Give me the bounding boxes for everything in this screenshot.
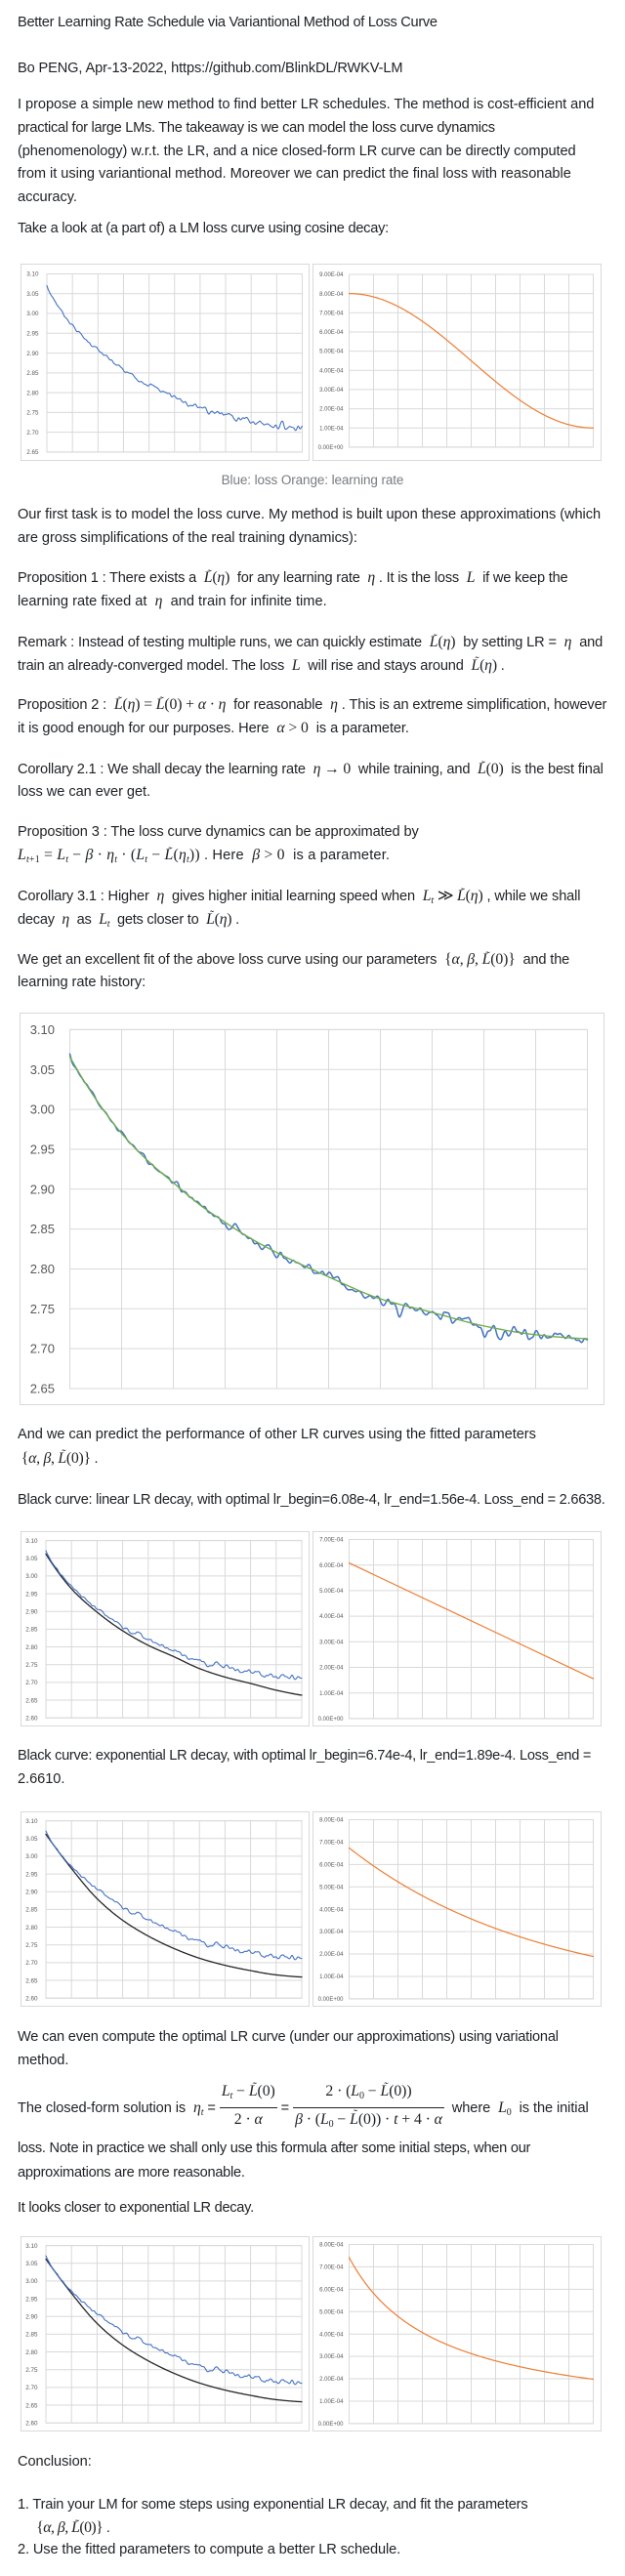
svg-text:2.85: 2.85 [30, 1222, 55, 1236]
svg-text:2.90: 2.90 [25, 2313, 38, 2320]
svg-text:2.75: 2.75 [25, 1662, 38, 1669]
svg-text:0.00E+00: 0.00E+00 [318, 1717, 345, 1723]
svg-text:4.00E-04: 4.00E-04 [319, 368, 344, 374]
svg-text:2.65: 2.65 [25, 1697, 38, 1704]
svg-text:7.00E-04: 7.00E-04 [319, 1841, 344, 1847]
svg-text:2.95: 2.95 [30, 1142, 55, 1156]
svg-text:2.90: 2.90 [26, 351, 39, 357]
svg-text:2.90: 2.90 [25, 1889, 38, 1895]
svg-text:3.05: 3.05 [25, 2261, 38, 2267]
svg-text:7.00E-04: 7.00E-04 [319, 1538, 344, 1544]
svg-text:1.00E-04: 1.00E-04 [319, 2399, 344, 2405]
svg-text:2.60: 2.60 [25, 1995, 38, 2002]
svg-text:2.95: 2.95 [25, 1871, 38, 1878]
svg-text:6.00E-04: 6.00E-04 [319, 2287, 344, 2293]
svg-text:5.00E-04: 5.00E-04 [319, 1589, 344, 1595]
svg-text:2.90: 2.90 [30, 1182, 55, 1196]
svg-text:5.00E-04: 5.00E-04 [319, 1885, 344, 1890]
svg-text:3.05: 3.05 [30, 1062, 55, 1077]
svg-text:3.10: 3.10 [30, 1022, 55, 1037]
svg-text:8.00E-04: 8.00E-04 [319, 292, 344, 298]
svg-text:2.80: 2.80 [25, 2349, 38, 2356]
svg-text:7.00E-04: 7.00E-04 [319, 2265, 344, 2271]
svg-text:3.05: 3.05 [25, 1556, 38, 1562]
svg-text:3.00E-04: 3.00E-04 [319, 1930, 344, 1935]
svg-text:2.00E-04: 2.00E-04 [319, 1666, 344, 1672]
svg-text:2.95: 2.95 [25, 1591, 38, 1598]
svg-text:1.00E-04: 1.00E-04 [319, 426, 344, 432]
svg-text:2.60: 2.60 [25, 1715, 38, 1722]
svg-text:6.00E-04: 6.00E-04 [319, 330, 344, 336]
svg-text:1.00E-04: 1.00E-04 [319, 1691, 344, 1697]
svg-text:2.80: 2.80 [25, 1925, 38, 1932]
svg-text:2.60: 2.60 [25, 2420, 38, 2427]
svg-text:3.10: 3.10 [25, 1818, 38, 1825]
svg-text:0.00E+00: 0.00E+00 [318, 2422, 345, 2428]
svg-text:2.80: 2.80 [25, 1644, 38, 1651]
svg-text:2.95: 2.95 [26, 331, 39, 338]
svg-text:2.80: 2.80 [30, 1262, 55, 1276]
svg-text:3.10: 3.10 [25, 1538, 38, 1545]
svg-text:4.00E-04: 4.00E-04 [319, 2332, 344, 2338]
svg-text:3.00E-04: 3.00E-04 [319, 388, 344, 394]
svg-text:2.85: 2.85 [25, 1627, 38, 1634]
svg-text:2.00E-04: 2.00E-04 [319, 1952, 344, 1958]
svg-text:4.00E-04: 4.00E-04 [319, 1614, 344, 1620]
svg-text:3.00E-04: 3.00E-04 [319, 1640, 344, 1645]
svg-text:6.00E-04: 6.00E-04 [319, 1563, 344, 1569]
svg-text:2.65: 2.65 [25, 1977, 38, 1984]
svg-text:2.65: 2.65 [26, 449, 39, 456]
svg-text:7.00E-04: 7.00E-04 [319, 311, 344, 316]
svg-text:3.05: 3.05 [26, 291, 39, 298]
svg-text:2.90: 2.90 [25, 1608, 38, 1615]
svg-text:3.00: 3.00 [26, 311, 39, 317]
svg-text:8.00E-04: 8.00E-04 [319, 2243, 344, 2249]
svg-text:2.75: 2.75 [25, 2367, 38, 2374]
svg-text:2.85: 2.85 [25, 1907, 38, 1914]
svg-text:5.00E-04: 5.00E-04 [319, 350, 344, 355]
svg-text:3.00: 3.00 [25, 1573, 38, 1580]
svg-text:2.85: 2.85 [25, 2332, 38, 2339]
svg-text:2.70: 2.70 [25, 1680, 38, 1686]
svg-text:3.00: 3.00 [25, 2278, 38, 2285]
svg-text:4.00E-04: 4.00E-04 [319, 1907, 344, 1913]
svg-text:0.00E+00: 0.00E+00 [318, 445, 345, 451]
svg-text:3.05: 3.05 [25, 1836, 38, 1843]
svg-text:2.75: 2.75 [26, 410, 39, 417]
svg-text:2.70: 2.70 [25, 2385, 38, 2391]
svg-text:2.70: 2.70 [26, 430, 39, 436]
svg-text:3.10: 3.10 [25, 2243, 38, 2250]
svg-text:2.65: 2.65 [30, 1382, 55, 1396]
svg-text:9.00E-04: 9.00E-04 [319, 272, 344, 278]
svg-text:2.80: 2.80 [26, 390, 39, 396]
svg-text:2.70: 2.70 [30, 1342, 55, 1356]
svg-text:2.00E-04: 2.00E-04 [319, 2377, 344, 2383]
svg-text:3.00: 3.00 [25, 1853, 38, 1860]
svg-text:2.85: 2.85 [26, 370, 39, 377]
svg-text:3.00E-04: 3.00E-04 [319, 2354, 344, 2360]
svg-text:3.00: 3.00 [30, 1102, 55, 1117]
svg-text:8.00E-04: 8.00E-04 [319, 1818, 344, 1824]
svg-text:3.10: 3.10 [26, 271, 39, 278]
svg-text:1.00E-04: 1.00E-04 [319, 1974, 344, 1980]
svg-text:2.75: 2.75 [30, 1302, 55, 1316]
svg-text:2.70: 2.70 [25, 1960, 38, 1967]
svg-text:5.00E-04: 5.00E-04 [319, 2309, 344, 2315]
svg-text:2.95: 2.95 [25, 2296, 38, 2303]
svg-text:2.00E-04: 2.00E-04 [319, 407, 344, 413]
svg-text:2.65: 2.65 [25, 2402, 38, 2409]
svg-text:2.75: 2.75 [25, 1942, 38, 1949]
svg-text:0.00E+00: 0.00E+00 [318, 1997, 345, 2003]
svg-text:6.00E-04: 6.00E-04 [319, 1862, 344, 1868]
